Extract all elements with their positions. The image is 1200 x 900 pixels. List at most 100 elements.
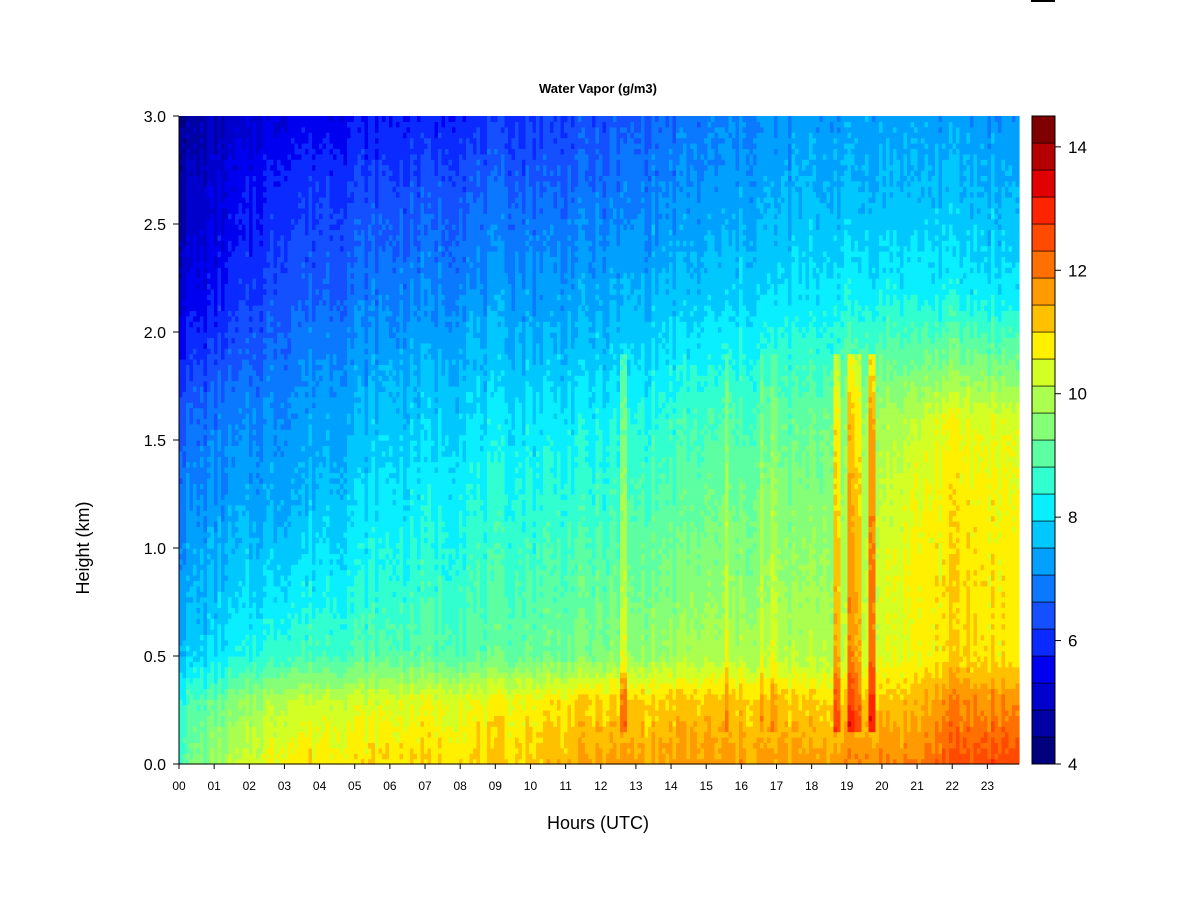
heatmap-cell: [295, 316, 299, 322]
heatmap-cell: [309, 267, 313, 273]
heatmap-cell: [197, 364, 201, 370]
heatmap-cell: [309, 683, 313, 689]
heatmap-cell: [221, 526, 225, 532]
heatmap-cell: [225, 667, 229, 673]
heatmap-cell: [232, 310, 236, 316]
heatmap-cell: [186, 564, 190, 570]
heatmap-cell: [260, 510, 264, 516]
heatmap-cell: [186, 300, 190, 306]
heatmap-cell: [302, 678, 306, 684]
heatmap-cell: [183, 467, 187, 473]
heatmap-cell: [207, 397, 211, 403]
heatmap-cell: [225, 310, 229, 316]
heatmap-cell: [197, 543, 201, 549]
heatmap-cell: [242, 327, 246, 333]
heatmap-cell: [242, 618, 246, 624]
heatmap-cell: [228, 359, 232, 365]
heatmap-cell: [232, 748, 236, 754]
heatmap-cell: [232, 251, 236, 257]
heatmap-cell: [211, 472, 215, 478]
heatmap-cell: [295, 175, 299, 181]
heatmap-cell: [274, 386, 278, 392]
heatmap-cell: [193, 332, 197, 338]
heatmap-cell: [316, 640, 320, 646]
heatmap-cell: [277, 316, 281, 322]
heatmap-cell: [305, 143, 309, 149]
heatmap-cell: [214, 262, 218, 268]
heatmap-cell: [200, 332, 204, 338]
heatmap-cell: [235, 267, 239, 273]
heatmap-cell: [253, 235, 257, 241]
heatmap-cell: [263, 121, 267, 127]
heatmap-cell: [183, 472, 187, 478]
heatmap-cell: [291, 472, 295, 478]
heatmap-cell: [263, 672, 267, 678]
heatmap-cell: [302, 462, 306, 468]
heatmap-cell: [242, 526, 246, 532]
heatmap-cell: [291, 424, 295, 430]
heatmap-cell: [242, 656, 246, 662]
heatmap-cell: [214, 375, 218, 381]
heatmap-cell: [207, 370, 211, 376]
heatmap-cell: [267, 526, 271, 532]
heatmap-cell: [211, 273, 215, 279]
heatmap-cell: [183, 537, 187, 543]
heatmap-cell: [281, 354, 285, 360]
heatmap-cell: [312, 462, 316, 468]
heatmap-cell: [295, 494, 299, 500]
heatmap-cell: [221, 337, 225, 343]
heatmap-cell: [242, 175, 246, 181]
heatmap-cell: [260, 645, 264, 651]
heatmap-cell: [214, 516, 218, 522]
heatmap-cell: [298, 402, 302, 408]
heatmap-cell: [260, 456, 264, 462]
heatmap-cell: [190, 586, 194, 592]
heatmap-cell: [253, 240, 257, 246]
heatmap-cell: [190, 543, 194, 549]
heatmap-cell: [256, 192, 260, 198]
heatmap-cell: [197, 516, 201, 522]
heatmap-cell: [284, 505, 288, 511]
heatmap-cell: [263, 310, 267, 316]
heatmap-cell: [186, 499, 190, 505]
heatmap-cell: [288, 467, 292, 473]
heatmap-cell: [193, 289, 197, 295]
heatmap-cell: [295, 386, 299, 392]
heatmap-cell: [225, 602, 229, 608]
heatmap-cell: [242, 699, 246, 705]
heatmap-cell: [232, 159, 236, 165]
heatmap-cell: [281, 683, 285, 689]
heatmap-cell: [309, 283, 313, 289]
heatmap-cell: [288, 154, 292, 160]
heatmap-cell: [270, 553, 274, 559]
heatmap-cell: [260, 181, 264, 187]
heatmap-cell: [225, 413, 229, 419]
heatmap-cell: [256, 510, 260, 516]
heatmap-cell: [277, 251, 281, 257]
heatmap-cell: [267, 445, 271, 451]
heatmap-cell: [263, 737, 267, 743]
heatmap-cell: [281, 499, 285, 505]
heatmap-cell: [214, 489, 218, 495]
heatmap-cell: [235, 532, 239, 538]
heatmap-cell: [211, 283, 215, 289]
heatmap-cell: [298, 294, 302, 300]
heatmap-cell: [242, 310, 246, 316]
heatmap-cell: [249, 359, 253, 365]
heatmap-cell: [235, 732, 239, 738]
heatmap-cell: [183, 316, 187, 322]
heatmap-cell: [312, 451, 316, 457]
heatmap-cell: [207, 661, 211, 667]
heatmap-cell: [305, 397, 309, 403]
heatmap-cell: [298, 667, 302, 673]
heatmap-cell: [235, 570, 239, 576]
heatmap-cell: [183, 208, 187, 214]
heatmap-cell: [263, 748, 267, 754]
heatmap-cell: [193, 219, 197, 225]
heatmap-cell: [316, 159, 320, 165]
heatmap-cell: [291, 132, 295, 138]
heatmap-cell: [214, 694, 218, 700]
heatmap-cell: [200, 732, 204, 738]
heatmap-cell: [274, 661, 278, 667]
heatmap-cell: [197, 348, 201, 354]
